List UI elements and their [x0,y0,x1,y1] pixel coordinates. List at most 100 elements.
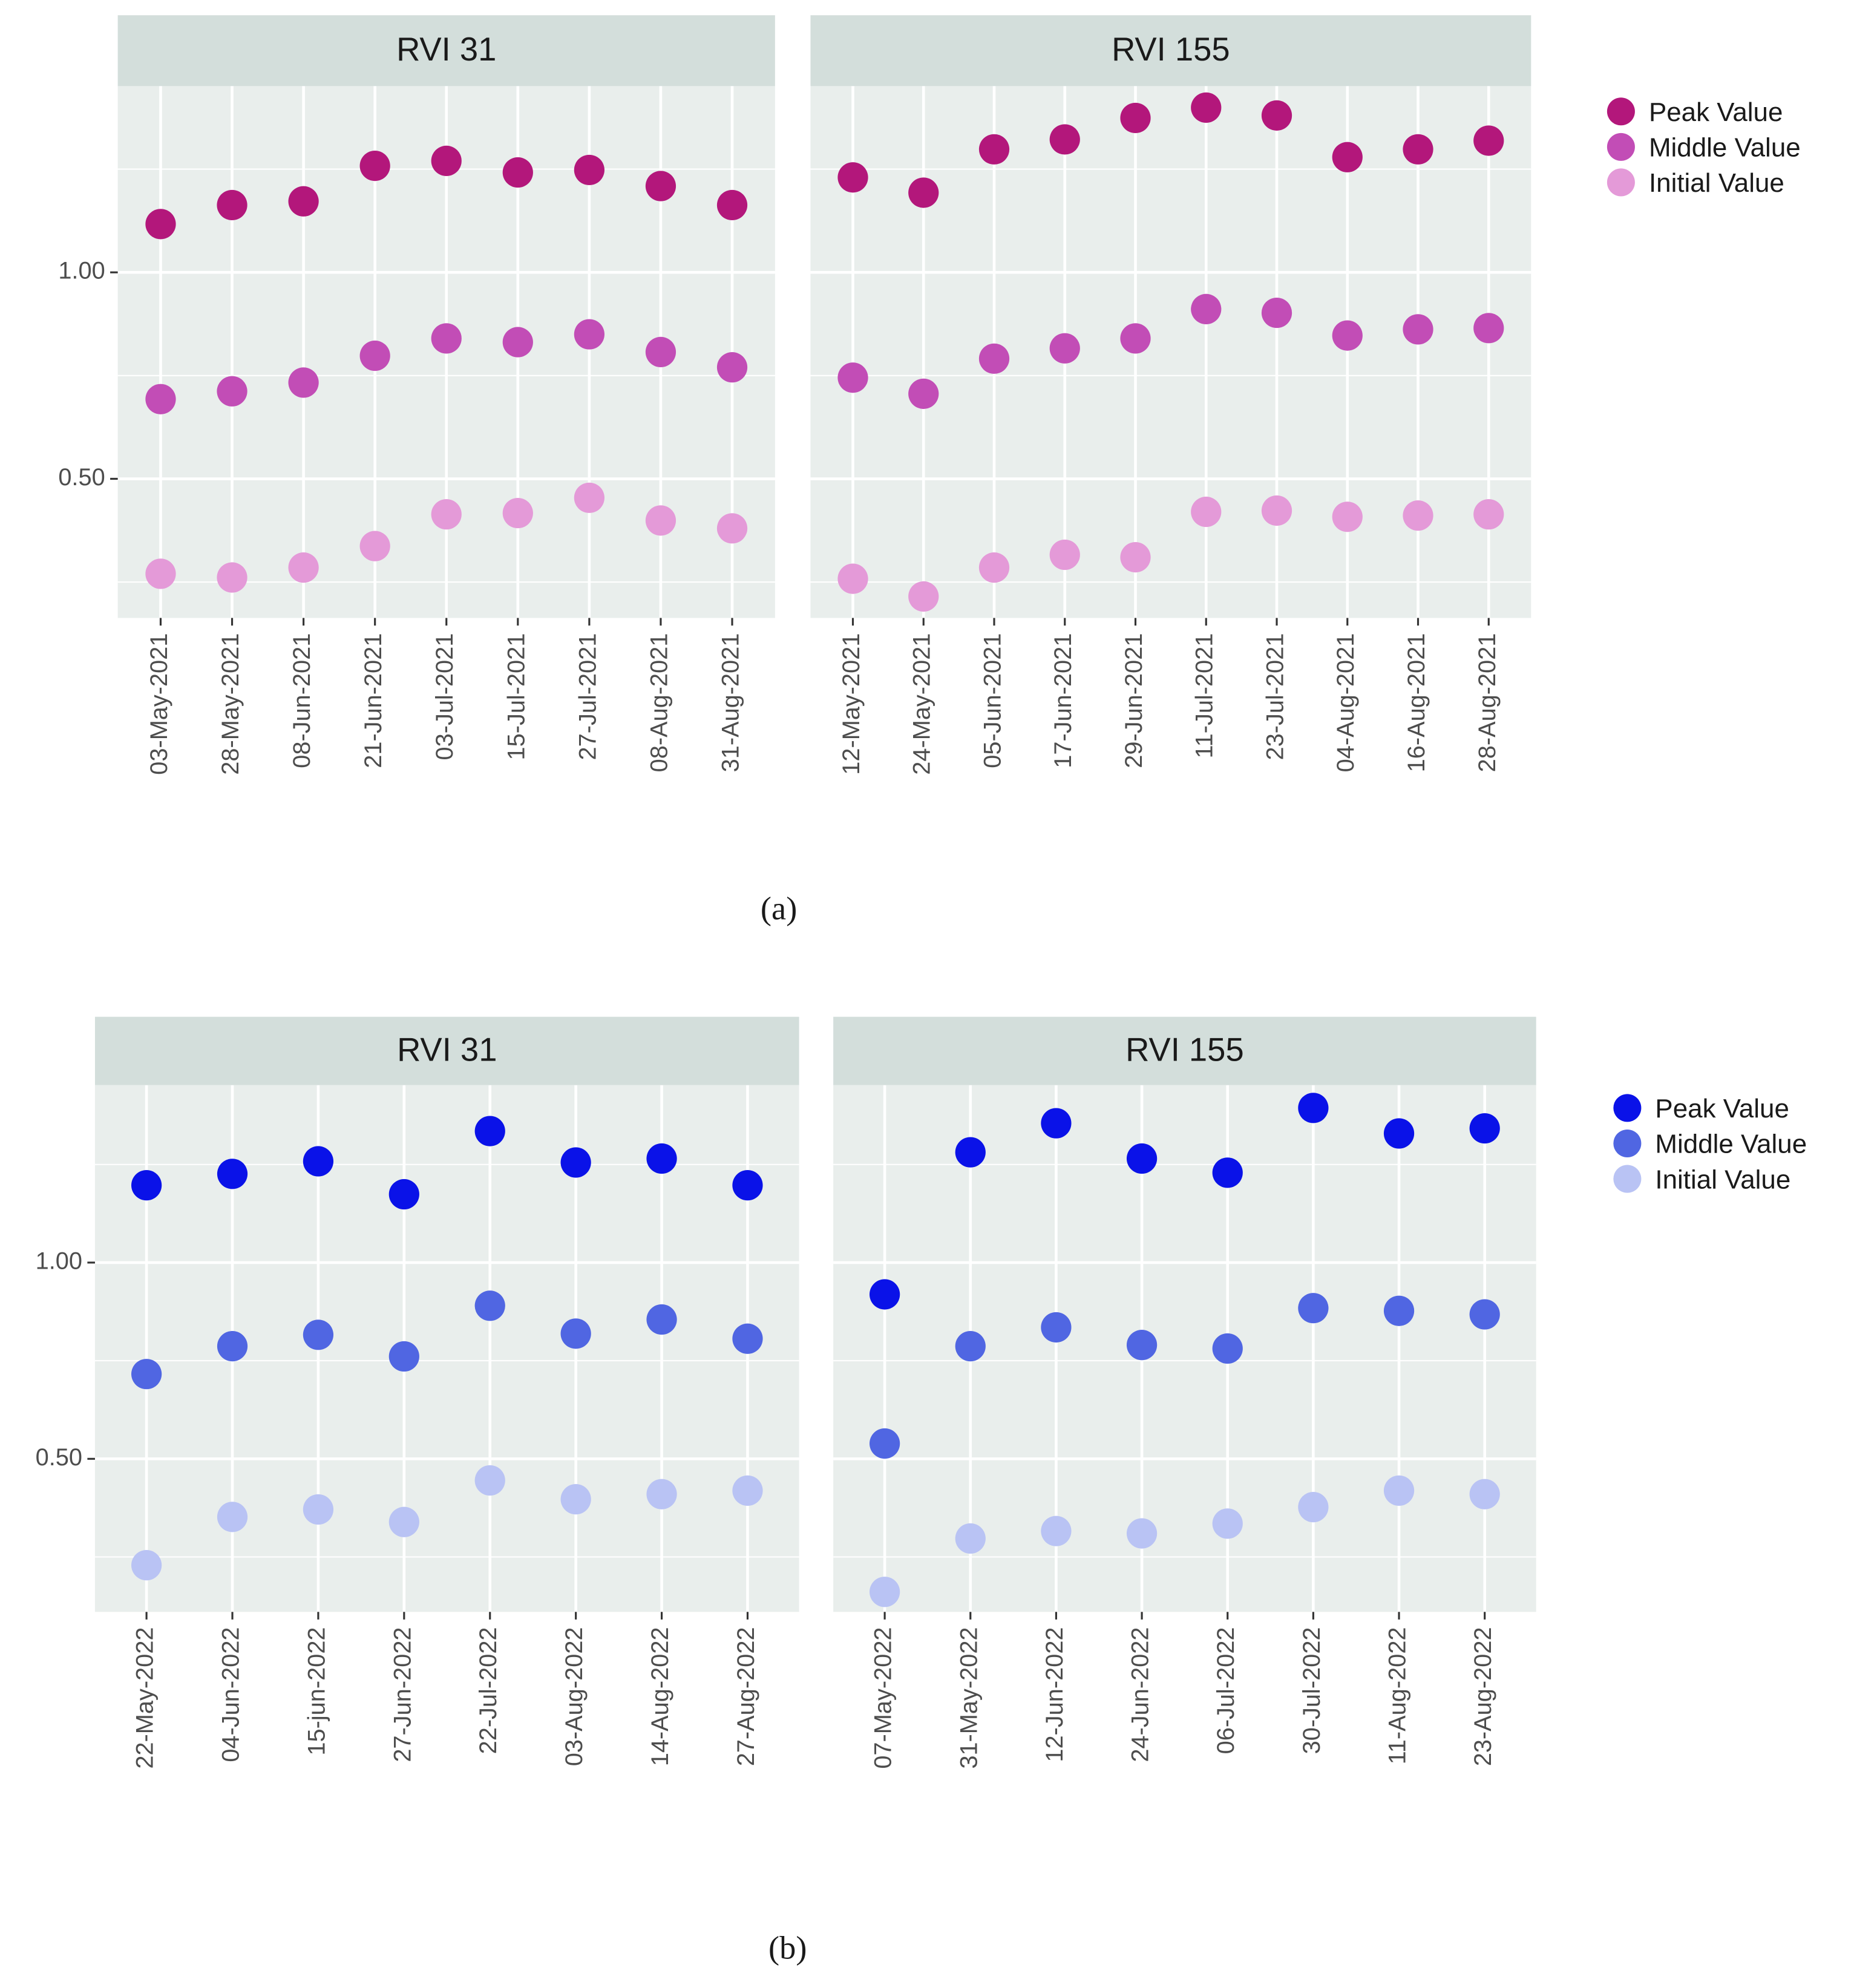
panel: RVI 155 12-May-2021 24-May-2021 05-Jun-2021… [810,15,1801,775]
plot-background [94,1085,799,1612]
x-tick-label: 27-Jul-2021 [574,633,601,760]
point [732,1170,763,1201]
strip-title: RVI 155 [1112,31,1230,68]
point [1261,297,1292,329]
point [217,1159,248,1189]
strip [833,1016,1536,1085]
point [908,177,939,208]
point [1298,1093,1329,1123]
point [388,1179,419,1210]
x-tick-label: 05-Jun-2021 [980,633,1006,768]
point [1041,1108,1072,1139]
point [1469,1113,1500,1144]
x-tick-label: 17-Jun-2021 [1050,633,1076,768]
point [574,154,604,186]
point [646,1143,677,1174]
point [1403,314,1433,345]
point [574,319,604,350]
y-tick-label: 1.00 [58,258,105,284]
point [1120,541,1151,573]
x-tick-label: 03-Aug-2022 [561,1627,588,1766]
legend-key [1607,97,1635,126]
point [574,482,604,513]
point [1261,100,1292,131]
point [131,1170,162,1201]
point [1191,92,1222,123]
point [359,531,390,561]
point [1473,313,1504,344]
point [288,552,319,583]
point [837,563,868,594]
x-tick-label: 27-Jun-2022 [389,1627,416,1762]
x-tick-label: 23-Jul-2021 [1262,633,1289,760]
point [217,562,247,593]
point [217,1502,248,1532]
point [978,343,1010,374]
x-tick-label: 16-Aug-2021 [1403,633,1430,773]
point [431,145,462,177]
point [716,352,748,383]
point [732,1475,763,1506]
point [1383,1475,1415,1506]
point [716,513,748,544]
point [645,505,676,536]
point [955,1523,986,1554]
point [388,1341,419,1372]
point [288,367,319,398]
point [502,157,533,188]
point [474,1116,505,1146]
point [908,581,939,612]
point [145,384,176,414]
point [145,558,176,589]
point [870,1577,900,1607]
panel: RVI 31 0.50 1.00 03-May-2021 28-May-2021 08-J… [58,15,775,775]
panel: RVI 31 0.50 1.00 22-May-2022 04-Jun-2022 15-j… [36,1016,799,1769]
point [1383,1295,1415,1326]
point [1298,1293,1329,1324]
point [1332,142,1363,172]
strip [117,15,775,87]
x-tick-label: 22-Jul-2022 [475,1627,502,1754]
point [1126,1143,1158,1174]
point [131,1359,162,1390]
point [1191,293,1222,325]
x-tick-label: 24-Jun-2022 [1127,1627,1154,1762]
y-tick-label: 1.00 [36,1247,82,1274]
point [870,1279,900,1310]
x-tick-label: 21-Jun-2021 [360,633,387,768]
point [1120,323,1151,354]
point [732,1323,763,1354]
point [560,1484,591,1515]
point [474,1465,505,1496]
point [1298,1491,1329,1523]
x-tick-label: 03-May-2021 [146,633,172,775]
x-tick-label: 04-Jun-2022 [218,1627,244,1762]
strip [810,15,1531,87]
point [217,189,247,221]
point [560,1147,591,1178]
x-tick-label: 08-Jun-2021 [289,633,315,768]
panel: RVI 155 07-May-2022 31-May-2022 12-Jun-2022… [833,1016,1807,1769]
x-tick-label: 15-jun-2022 [303,1627,330,1755]
point [645,336,676,368]
point [1332,320,1363,351]
x-tick-label: 03-Jul-2021 [431,633,458,760]
legend-label: Middle Value [1649,133,1801,163]
point [1383,1118,1415,1149]
point [431,499,462,530]
point [474,1290,505,1321]
point [645,171,676,201]
point [837,362,868,393]
point [978,552,1010,583]
y-tick-label: 0.50 [58,464,105,491]
point [359,340,390,371]
x-tick-label: 28-May-2021 [217,633,244,775]
point [646,1479,677,1509]
point [502,497,533,529]
point [1191,496,1222,528]
strip [94,1016,799,1085]
x-tick-label: 24-May-2021 [909,633,935,775]
strip-title: RVI 31 [396,31,496,68]
